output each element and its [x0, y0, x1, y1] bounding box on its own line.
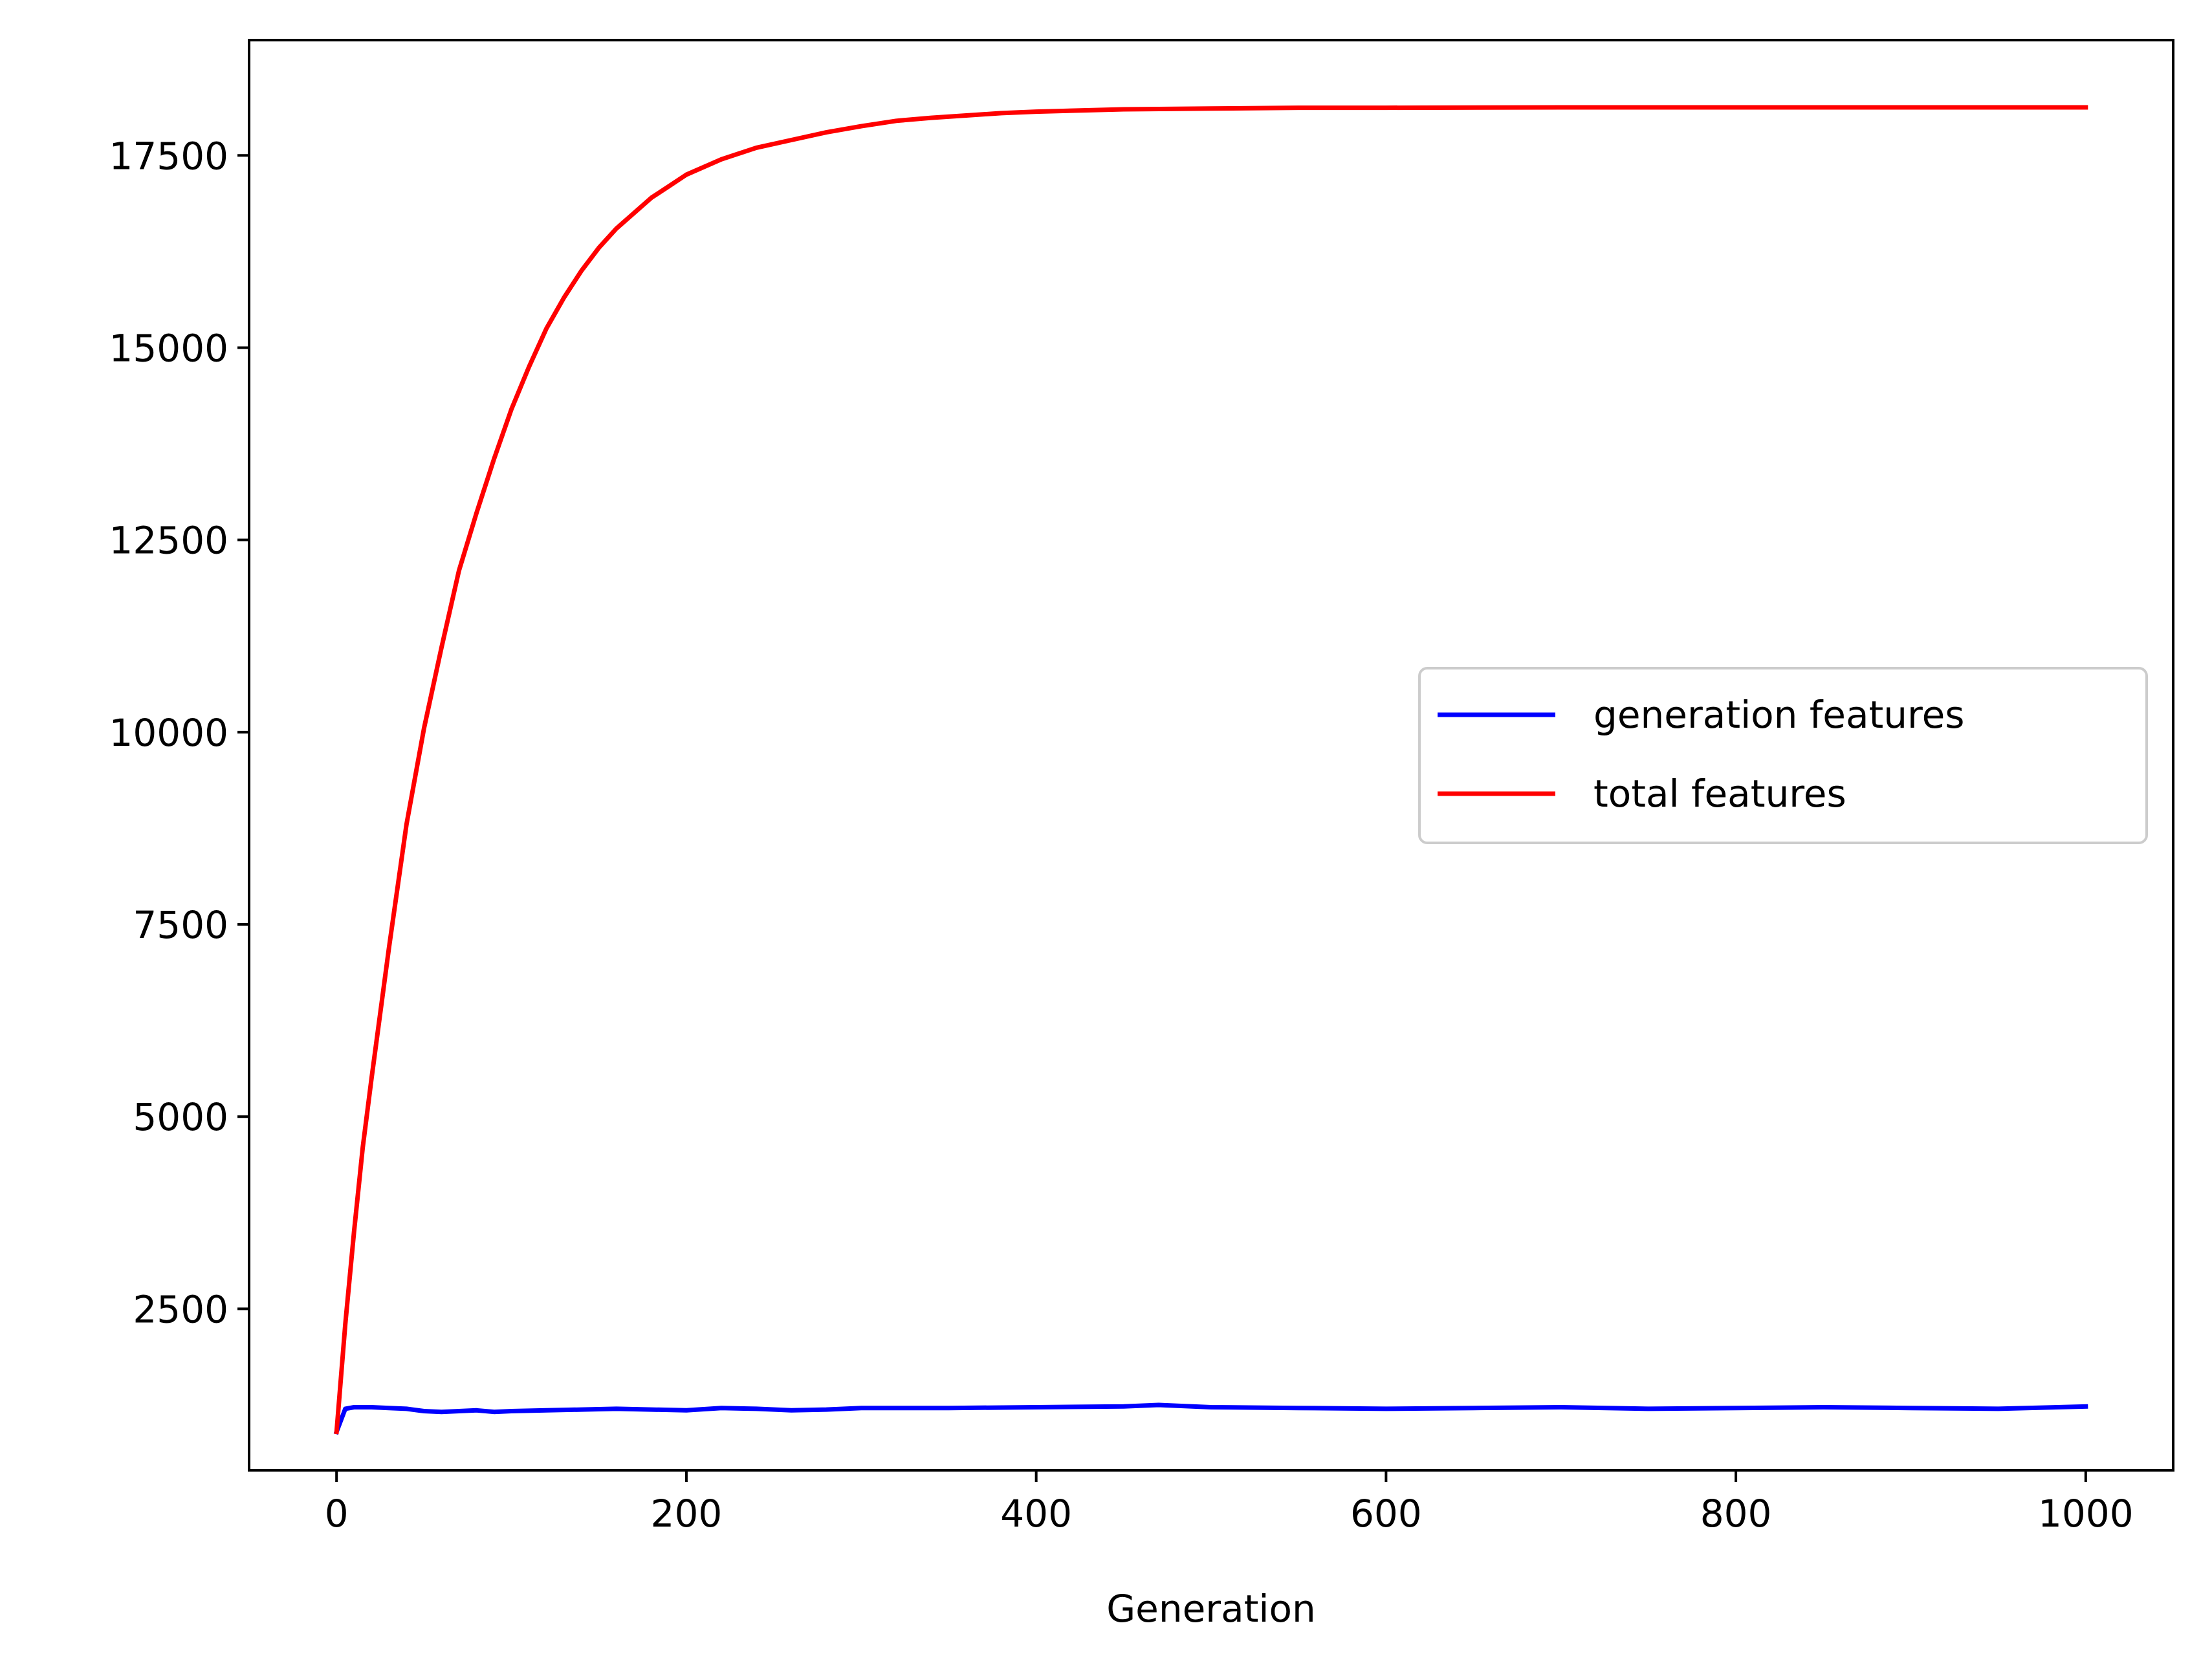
- x-axis-label: Generation: [1106, 1587, 1316, 1631]
- x-tick-label: 800: [1700, 1492, 1772, 1536]
- x-tick-label: 0: [325, 1492, 349, 1536]
- legend-box: [1418, 667, 2148, 844]
- series-line-generation-features: [333, 1402, 2088, 1435]
- series-layer: [333, 105, 2088, 1435]
- x-axis: 0 200 400 600 800 1000: [325, 1470, 2134, 1536]
- y-tick-label: 17500: [109, 134, 228, 178]
- y-tick-label: 12500: [109, 519, 228, 563]
- plot-frame: [248, 39, 2174, 1472]
- legend: generation features total features: [1418, 667, 2148, 844]
- legend-label-total-features: total features: [1593, 772, 1846, 816]
- x-tick-label: 1000: [2038, 1492, 2134, 1536]
- y-tick-label: 5000: [133, 1095, 228, 1139]
- series-line-total-features: [334, 105, 2088, 1435]
- x-tick-label: 600: [1350, 1492, 1422, 1536]
- y-tick-label: 10000: [109, 711, 228, 755]
- y-tick-label: 7500: [133, 903, 228, 947]
- y-tick-label: 15000: [109, 326, 228, 370]
- x-tick-label: 400: [1000, 1492, 1072, 1536]
- x-tick-label: 200: [651, 1492, 723, 1536]
- y-axis: 2500 5000 7500 10000 12500 15000 17500: [109, 134, 249, 1331]
- legend-label-generation-features: generation features: [1593, 693, 1965, 737]
- y-tick-label: 2500: [133, 1287, 228, 1331]
